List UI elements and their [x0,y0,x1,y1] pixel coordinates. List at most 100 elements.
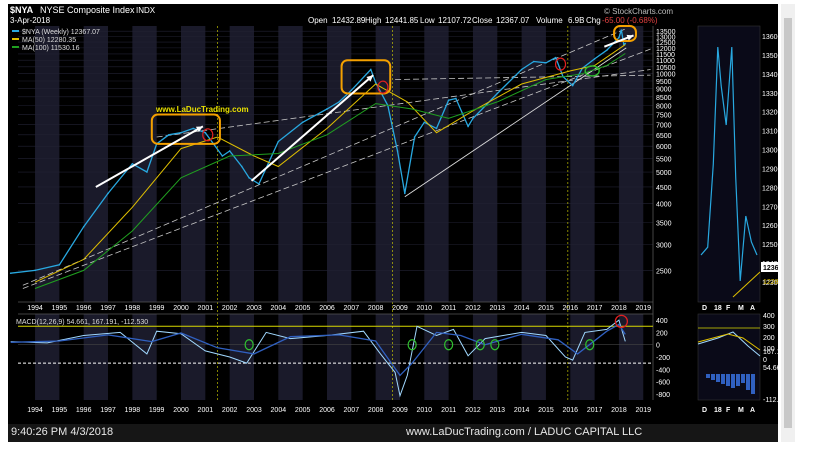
credit: www.LaDucTrading.com / LADUC CAPITAL LLC [406,426,643,438]
price-point [82,225,85,228]
price-point [221,155,224,157]
trend-line-mid [22,48,651,289]
side-month-label: M [738,407,744,414]
x-tick-label: 2009 [392,407,408,414]
x-tick-label: 1997 [100,407,116,414]
annotation-box [340,59,392,95]
price-point [532,60,535,63]
side-price-tick: 13600 [762,34,778,41]
side-price-tick: 13300 [762,91,778,98]
year-band [35,314,60,400]
y-tick-label: 7500 [656,113,672,120]
side-month-label: D [702,305,707,312]
side-macd-box [697,313,761,401]
side-month-label: A [750,407,755,414]
price-point [496,92,499,95]
side-month-label: F [726,305,731,312]
y-tick-label: 4500 [656,185,672,192]
annotation-box [613,25,637,42]
side-month-label: 18 [714,407,722,414]
side-month-label: F [726,407,731,414]
side-signal-line [697,333,761,351]
low-value: 12107.72 [438,16,472,25]
y-tick-label: 8500 [656,95,672,102]
series-line-2 [34,53,626,289]
side-price-box [697,25,761,303]
side-hist-bar [711,374,715,380]
x-tick-label: 2008 [368,305,384,312]
price-point [520,68,523,71]
x-tick-label: 2017 [587,407,603,414]
x-tick-label: 2005 [295,305,311,312]
x-tick-label: 2010 [417,407,433,414]
year-band [618,26,644,302]
side-price-tick: 13000 [762,148,778,155]
price-point [396,150,399,152]
side-hist-bar [741,374,745,383]
side-ma50-last: 12280.35 [763,279,778,286]
side-price-line [700,46,758,282]
price-point [593,58,596,60]
side-macd-tick: 0 [763,357,767,364]
macd-series-1 [10,323,626,377]
series-line-1 [34,44,626,283]
macd-green-marker [244,339,254,351]
side-hist-bar [726,374,730,386]
x-tick-label: 2011 [441,305,456,312]
price-point [472,117,474,120]
year-band [278,314,303,400]
price-point [258,183,260,185]
macd-tick-label: -800 [656,392,670,399]
macd-green-marker [444,339,454,351]
x-tick-label: 2019 [635,407,651,414]
scrollbar-thumb[interactable] [784,18,792,428]
year-band [618,314,644,400]
year-bands [35,26,644,400]
trend-line-upper [22,28,627,286]
y-tick-label: 9000 [656,87,672,94]
x-tick-label: 2018 [611,407,627,414]
price-point [192,127,194,130]
side-hist-bar [731,374,735,388]
x-tick-label: 2013 [490,305,506,312]
price-point [624,42,627,45]
macd-tick-label: 0 [656,343,660,350]
legend-ma50: MA(50) 12280.35 [22,37,76,44]
x-tick-label: 2014 [514,407,530,414]
footer-bar: 9:40:26 PM 4/3/2018 www.LaDucTrading.com… [8,424,778,442]
y-tick-label: 2500 [656,268,672,275]
x-tick-label: 2016 [562,305,578,312]
side-macd-tick: 200 [763,335,775,342]
y-tick-label: 11000 [656,58,675,65]
year-band [521,314,546,400]
x-tick-label: 2002 [222,305,238,312]
price-point [435,127,438,130]
green-marker [584,65,600,77]
year-band [181,314,206,400]
macd-tick-label: -200 [656,355,670,362]
close-value: 12367.07 [496,16,530,25]
y-tick-label: 13000 [656,35,676,42]
price-point [413,136,416,138]
price-point [326,108,328,110]
price-point [301,121,304,124]
open-label: Open [308,16,328,25]
date-label: 3-Apr-2018 [10,16,51,25]
annotation-box [150,113,221,145]
uptrend-line [404,47,627,198]
price-point [605,49,608,52]
x-tick-label: 2004 [271,305,287,312]
macd-green-marker [407,339,417,351]
x-tick-label: 2019 [635,305,651,312]
price-point [204,131,207,134]
year-band [229,26,254,302]
legend-price: $NYA (Weekly) 12367.07 [22,29,100,36]
price-point [228,150,231,152]
low-label: Low [420,16,435,25]
y-tick-label: 9500 [656,79,672,86]
x-tick-label: 2007 [344,407,360,414]
y-tick-label: 3500 [656,221,672,228]
scrollbar[interactable] [781,4,795,442]
y-tick-label: 5000 [656,170,672,177]
